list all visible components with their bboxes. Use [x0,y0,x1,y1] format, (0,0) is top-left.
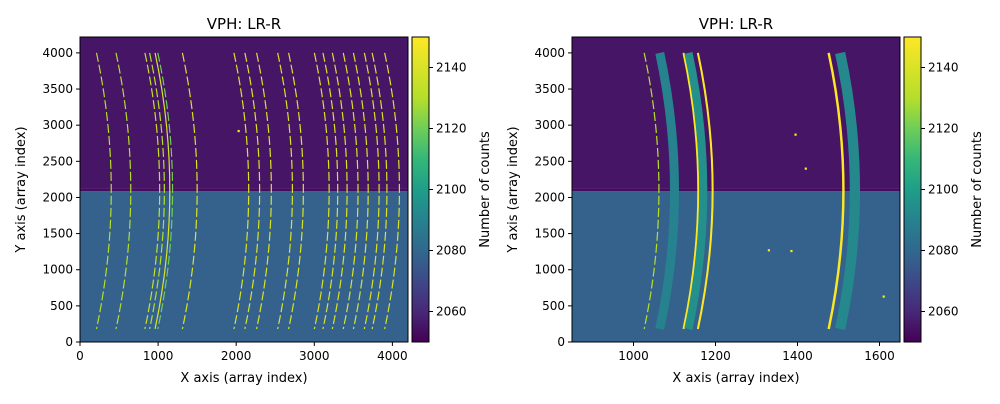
x-axis-right: 1000 1200 1400 1600 [618,342,895,363]
hot-pixel [767,249,770,252]
spectral-line [148,52,165,330]
panel-right: VPH: LR-R 1000 1200 1400 1600 0 500 1000 1500 2… [506,15,985,386]
x-tick-label: 1000 [618,349,649,363]
spectral-line [655,51,679,330]
y-tick-label: 2000 [534,190,565,204]
y-tick-label: 500 [542,299,565,313]
spectral-line [835,51,860,331]
y-tick-label: 1000 [534,263,565,277]
y-tick-label: 2500 [42,154,73,168]
spectral-line [157,52,174,330]
colorbar-tick-label: 2100 [928,183,959,197]
x-tick-label: 1400 [782,349,813,363]
x-tick-label: 2000 [221,349,252,363]
hot-pixel [804,167,807,170]
colorbar-right [903,36,922,343]
x-axis-label-right: X axis (array index) [672,371,799,386]
colorbar-tick-label: 2140 [928,61,959,75]
y-tick-label: 2000 [42,190,73,204]
chart-title-left: VPH: LR-R [207,15,281,33]
chart-title-right: VPH: LR-R [699,15,773,33]
y-axis-left: 0 500 1000 1500 2000 2500 3000 3500 4000 [42,46,80,349]
colorbar-tick-label: 2120 [436,122,467,136]
y-tick-label: 4000 [534,46,565,60]
colorbar-tick-label: 2140 [436,61,467,75]
hot-pixel [790,249,793,253]
colorbar-tick-label: 2060 [928,305,959,319]
y-tick-label: 1000 [42,263,73,277]
y-axis-right: 0 500 1000 1500 2000 2500 3000 3500 4000 [534,46,572,349]
colorbar-tick-label: 2080 [928,244,959,258]
hot-pixel [882,295,885,298]
colorbar-tick-label: 2100 [436,183,467,197]
panel-left: VPH: LR-R 0 1000 2000 3000 4000 0 500 1000 1500… [14,15,493,386]
x-axis-label-left: X axis (array index) [180,371,307,386]
detector-gap [572,188,900,192]
y-tick-label: 3000 [534,118,565,132]
x-tick-label: 1600 [864,349,895,363]
heatmap-left [80,37,408,342]
spectral-line [322,52,339,330]
y-tick-label: 1500 [42,227,73,241]
x-tick-label: 1000 [143,349,174,363]
spectral-line [144,52,161,330]
colorbar-ticks-right: 2060 2080 2100 2120 2140 [921,61,959,319]
spectral-line [363,52,380,330]
x-tick-label: 0 [76,349,84,363]
plot-frame-right [571,36,901,343]
plot-frame-left [79,36,409,343]
hot-pixel [237,129,240,133]
heatmap-right [572,37,900,342]
y-tick-label: 3500 [534,82,565,96]
spectral-line [827,52,845,330]
y-tick-label: 1500 [534,227,565,241]
spectral-line [288,52,304,330]
spectral-line [313,52,330,330]
y-axis-label-right: Y axis (array index) [506,126,521,253]
colorbar-tick-label: 2080 [436,244,467,258]
spectral-line [352,52,369,330]
y-tick-label: 3500 [42,82,73,96]
x-axis-left: 0 1000 2000 3000 4000 [76,342,408,363]
spectral-line [371,52,388,330]
x-tick-label: 3000 [299,349,330,363]
y-tick-label: 4000 [42,46,73,60]
spectral-line [244,52,261,330]
spectral-line [115,52,132,330]
colorbar-left [411,36,430,343]
y-tick-label: 0 [65,335,73,349]
spectral-line [154,52,171,330]
background-bottom [80,191,408,342]
x-tick-label: 1200 [700,349,731,363]
spectral-line [277,52,293,330]
spectral-line [255,52,272,330]
y-tick-label: 2500 [534,154,565,168]
hot-pixel [794,133,797,136]
y-axis-label-left: Y axis (array index) [14,126,29,253]
colorbar-ticks-left: 2060 2080 2100 2120 2140 [429,61,467,319]
detector-gap [80,188,408,192]
y-tick-label: 3000 [42,118,73,132]
spectral-line [643,52,660,330]
colorbar-label-left: Number of counts [478,131,493,248]
colorbar-tick-label: 2060 [436,305,467,319]
spectral-line [181,52,198,330]
spectral-line [696,52,714,330]
y-tick-label: 0 [557,335,565,349]
spectral-line [95,52,112,330]
spectral-line [682,52,700,330]
spectral-line [684,52,708,330]
colorbar-label-right: Number of counts [970,131,985,248]
spectral-line [384,52,400,330]
colorbar-tick-label: 2120 [928,122,959,136]
y-tick-label: 500 [50,299,73,313]
spectral-line [233,52,250,330]
spectral-line [342,52,359,330]
x-tick-label: 4000 [377,349,408,363]
spectral-line [331,52,348,330]
